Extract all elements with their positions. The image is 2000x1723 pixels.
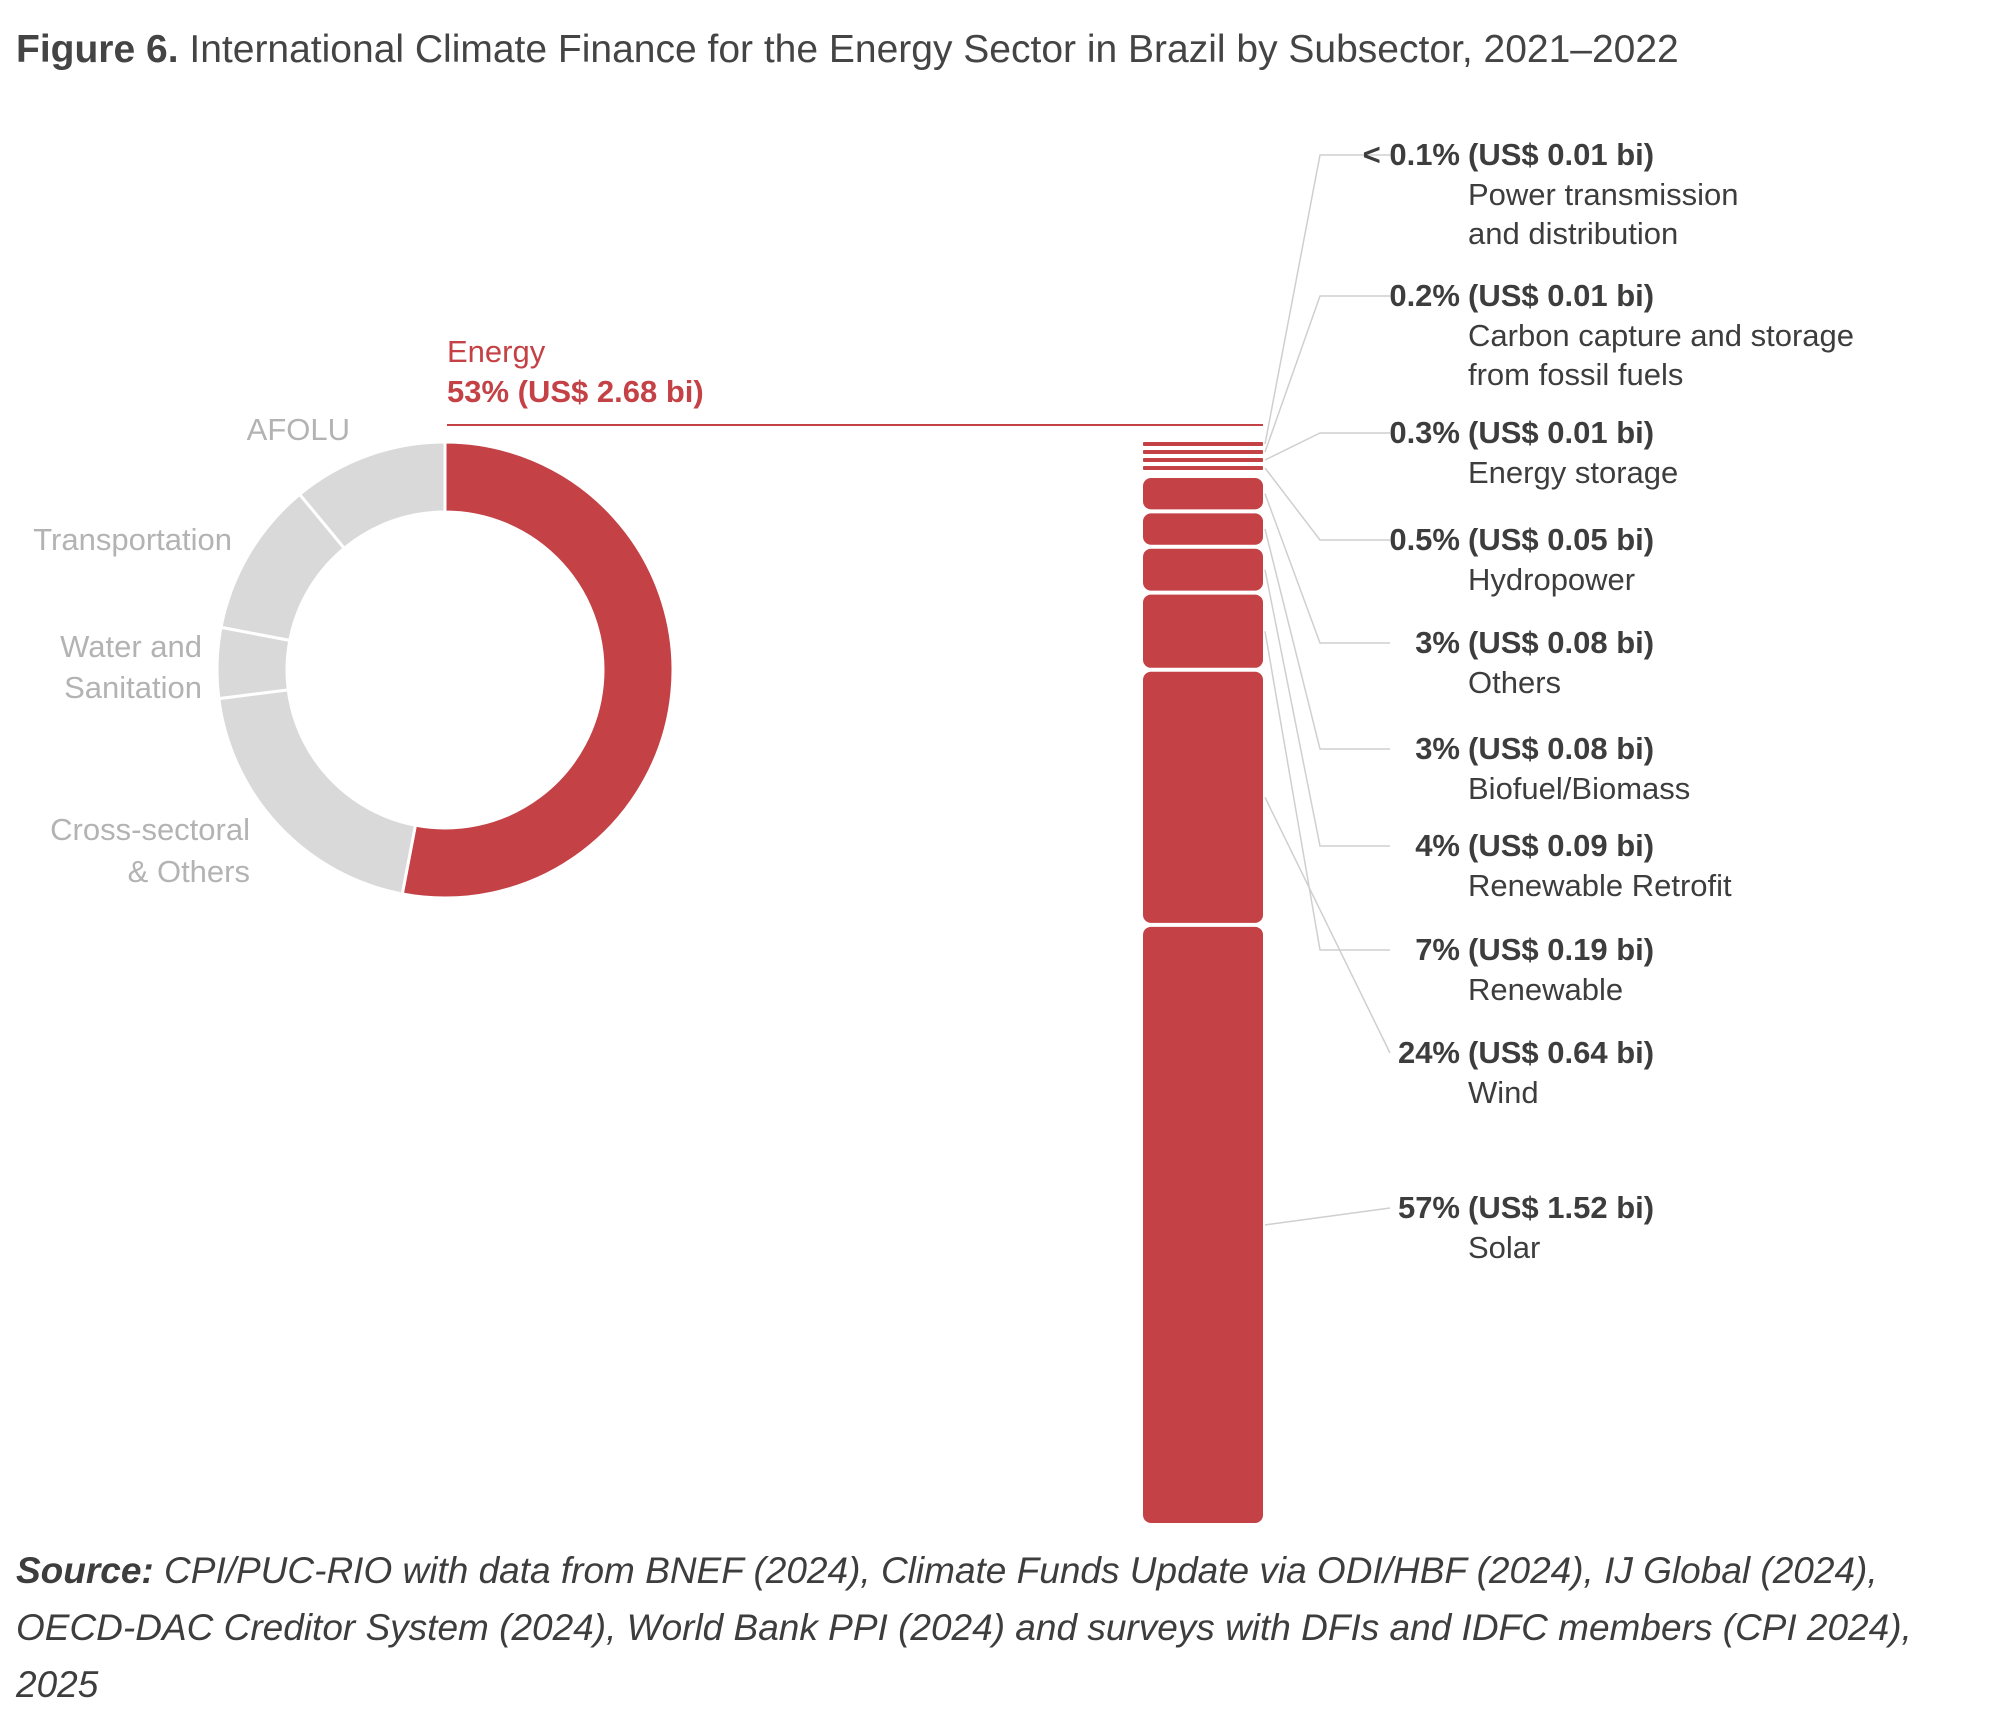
bar-segment-renewable-retrofit (1143, 548, 1263, 591)
pct-label-wind: 24% (1398, 1035, 1460, 1070)
leader-lines (1264, 154, 1391, 1226)
bar-segment-solar (1143, 926, 1263, 1523)
leader-line-renewable-retrofit (1264, 569, 1390, 847)
leader-line-energy-storage (1264, 432, 1390, 461)
leader-line-carbon-capture-and-storage-from-fossil-fuels (1264, 295, 1390, 453)
pct-label-renewable-retrofit: 4% (1415, 828, 1460, 863)
value-label-power-transmission-and-distribution: (US$ 0.01 bi) (1468, 137, 1654, 172)
leader-line-others (1264, 493, 1390, 644)
source-label: Source: (16, 1550, 154, 1591)
name-label-others-1: Others (1468, 665, 1561, 700)
value-label-biofuel-biomass: (US$ 0.08 bi) (1468, 731, 1654, 766)
name-label-power-transmission-and-distribution-2: and distribution (1468, 216, 1678, 251)
pct-label-hydropower: 0.5% (1389, 522, 1460, 557)
name-label-renewable-retrofit-1: Renewable Retrofit (1468, 868, 1732, 903)
bar-segment-renewable (1143, 594, 1263, 668)
donut-label-water-line2: Sanitation (64, 670, 202, 705)
pct-label-solar: 57% (1398, 1190, 1460, 1225)
pct-label-energy-storage: 0.3% (1389, 415, 1460, 450)
value-label-renewable: (US$ 0.19 bi) (1468, 932, 1654, 967)
pct-label-renewable: 7% (1415, 932, 1460, 967)
source-note: Source: CPI/PUC-RIO with data from BNEF … (16, 1542, 1956, 1713)
donut-slice-energy (400, 440, 675, 900)
name-label-energy-storage-1: Energy storage (1468, 455, 1678, 490)
leader-line-solar (1264, 1207, 1391, 1226)
donut-labels: Energy 53% (US$ 2.68 bi) AFOLU Transportati… (33, 334, 703, 889)
name-label-hydropower-1: Hydropower (1468, 562, 1635, 597)
name-label-carbon-capture-and-storage-from-fossil-fuels-2: from fossil fuels (1468, 357, 1683, 392)
bar-segment-wind (1143, 671, 1263, 923)
value-label-others: (US$ 0.08 bi) (1468, 625, 1654, 660)
name-label-power-transmission-and-distribution-1: Power transmission (1468, 177, 1738, 212)
pct-label-others: 3% (1415, 625, 1460, 660)
donut-label-water-line1: Water and (60, 629, 202, 664)
value-label-carbon-capture-and-storage-from-fossil-fuels: (US$ 0.01 bi) (1468, 278, 1654, 313)
pct-label-power-transmission-and-distribution: < 0.1% (1363, 137, 1460, 172)
leader-line-hydropower (1264, 467, 1390, 541)
donut-label-energy: Energy (447, 334, 546, 369)
pct-label-biofuel-biomass: 3% (1415, 731, 1460, 766)
bar-segment-carbon-capture-and-storage-from-fossil-fuels (1143, 450, 1263, 454)
bar-segment-power-transmission-and-distribution (1143, 442, 1263, 446)
donut-label-cross-line1: Cross-sectoral (50, 812, 250, 847)
value-label-hydropower: (US$ 0.05 bi) (1468, 522, 1654, 557)
source-text: CPI/PUC-RIO with data from BNEF (2024), … (16, 1550, 1912, 1705)
donut-chart (215, 440, 675, 900)
chart-canvas: Energy 53% (US$ 2.68 bi) AFOLU Transportati… (33, 137, 1854, 1523)
leader-line-renewable (1264, 631, 1390, 951)
figure-title: Figure 6. International Climate Finance … (16, 28, 1679, 72)
bar-segment-hydropower (1143, 466, 1263, 470)
value-label-energy-storage: (US$ 0.01 bi) (1468, 415, 1654, 450)
name-label-solar-1: Solar (1468, 1230, 1540, 1265)
bar-segment-energy-storage (1143, 458, 1263, 462)
name-label-biofuel-biomass-1: Biofuel/Biomass (1468, 771, 1690, 806)
donut-value-energy: 53% (US$ 2.68 bi) (447, 374, 704, 409)
leader-line-wind (1264, 796, 1391, 1054)
value-label-wind: (US$ 0.64 bi) (1468, 1035, 1654, 1070)
figure-number: Figure 6. (16, 28, 179, 71)
subsector-stacked-bar (1143, 442, 1263, 1523)
value-label-renewable-retrofit: (US$ 0.09 bi) (1468, 828, 1654, 863)
leader-line-power-transmission-and-distribution (1264, 154, 1390, 445)
bar-segment-biofuel-biomass (1143, 513, 1263, 545)
donut-label-cross-line2: & Others (128, 854, 250, 889)
bar-segment-others (1143, 478, 1263, 510)
name-label-carbon-capture-and-storage-from-fossil-fuels-1: Carbon capture and storage (1468, 318, 1854, 353)
donut-label-transportation: Transportation (33, 522, 232, 557)
name-label-renewable-1: Renewable (1468, 972, 1623, 1007)
subsector-labels: < 0.1% (US$ 0.01 bi)Power transmissionand… (1363, 137, 1854, 1265)
value-label-solar: (US$ 1.52 bi) (1468, 1190, 1654, 1225)
donut-slice-afolu (297, 440, 447, 551)
donut-label-afolu: AFOLU (247, 412, 350, 447)
leader-line-biofuel-biomass (1264, 528, 1390, 750)
name-label-wind-1: Wind (1468, 1075, 1539, 1110)
pct-label-carbon-capture-and-storage-from-fossil-fuels: 0.2% (1389, 278, 1460, 313)
figure-title-text: International Climate Finance for the En… (189, 28, 1679, 71)
